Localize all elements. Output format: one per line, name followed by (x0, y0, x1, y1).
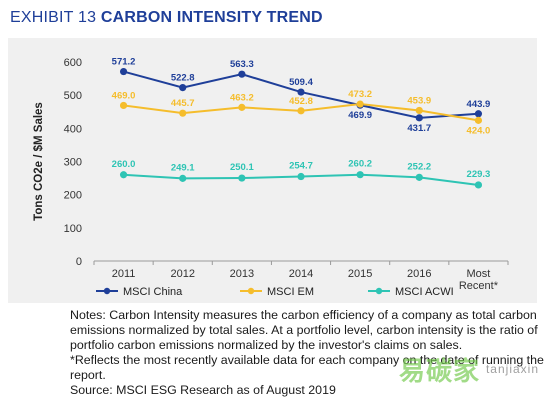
data-point (474, 181, 483, 189)
note-line: emissions normalized by total sales. At … (70, 323, 538, 337)
data-point (415, 114, 423, 122)
x-tick-label: 2015 (348, 268, 372, 280)
legend-marker (375, 287, 383, 295)
watermark-logo: 易碳家 tanjiaxin (334, 351, 539, 387)
legend-marker (103, 287, 111, 295)
data-label: 424.0 (467, 125, 491, 136)
data-label: 571.2 (112, 57, 136, 68)
y-tick-label: 0 (76, 256, 82, 268)
data-label: 522.8 (171, 73, 195, 84)
data-point (238, 70, 246, 78)
data-point (297, 88, 305, 96)
data-label: 249.1 (171, 162, 195, 173)
data-point (179, 84, 187, 92)
note-line: report. (70, 368, 106, 382)
note-line: Notes: Carbon Intensity measures the car… (70, 308, 537, 322)
y-tick-label: 500 (64, 90, 82, 102)
data-point (474, 116, 483, 124)
data-point (119, 101, 128, 110)
data-point (356, 171, 364, 179)
exhibit-title: EXHIBIT 13 CARBON INTENSITY TREND (10, 9, 323, 27)
data-label: 252.2 (407, 161, 431, 172)
note-line: portfolio carbon emissions normalized by… (70, 338, 463, 352)
data-point (238, 103, 246, 111)
watermark-subtext: tanjiaxin (485, 362, 539, 376)
data-label: 469.9 (348, 110, 372, 121)
data-label: 260.2 (348, 159, 372, 170)
x-tick-label: 2013 (230, 268, 254, 280)
data-label: 250.1 (230, 162, 254, 173)
chart-title: CARBON INTENSITY TREND (100, 9, 323, 26)
data-point (119, 67, 128, 76)
note-line: Source: MSCI ESG Research as of August 2… (70, 383, 336, 397)
data-point (474, 110, 483, 118)
legend-label: MSCI EM (267, 286, 314, 298)
data-label: 445.7 (171, 98, 195, 109)
note-line: *Reflects the most recently available da… (70, 353, 544, 367)
data-point (119, 171, 128, 179)
legend-label: MSCI China (123, 286, 183, 298)
data-label: 453.9 (407, 95, 431, 106)
data-label: 452.8 (289, 96, 313, 107)
x-tick-label: 2011 (112, 268, 136, 280)
data-label: 473.2 (348, 89, 372, 100)
data-point (297, 107, 305, 115)
data-label: 463.2 (230, 92, 254, 103)
x-tick-label: Most Recent* (459, 268, 499, 292)
y-tick-label: 300 (64, 157, 82, 169)
data-label: 469.0 (112, 90, 136, 101)
data-point (415, 173, 423, 181)
y-tick-label: 100 (64, 223, 82, 235)
exhibit-number: EXHIBIT 13 (10, 9, 97, 26)
watermark-text: 易碳家 (398, 355, 480, 386)
y-tick-label: 400 (64, 123, 82, 135)
x-tick-label: 2012 (170, 268, 194, 280)
data-point (238, 174, 246, 182)
legend-label: MSCI ACWI (395, 286, 454, 298)
data-label: 260.0 (112, 159, 136, 170)
line-chart: Tons CO2e / $M Sales 0 100 200 300 400 500 600 2… (33, 57, 509, 298)
chart-panel: Tons CO2e / $M Sales 0 100 200 300 400 500 600 2… (8, 38, 537, 303)
data-label: 431.7 (407, 123, 431, 134)
y-tick-label: 600 (64, 57, 82, 69)
data-label: 443.9 (467, 99, 491, 110)
x-tick-label: 2016 (407, 268, 431, 280)
data-point (415, 106, 423, 115)
data-label: 563.3 (230, 59, 254, 70)
data-point (179, 174, 187, 182)
y-axis-label: Tons CO2e / $M Sales (33, 102, 45, 221)
data-point (356, 100, 364, 108)
x-tick-label: 2014 (289, 268, 313, 280)
data-label: 509.4 (289, 77, 313, 88)
data-point (297, 172, 305, 181)
y-tick-label: 200 (64, 190, 82, 202)
data-label: 254.7 (289, 161, 313, 172)
data-label: 229.3 (467, 169, 491, 180)
data-point (179, 109, 187, 117)
chart-notes: Notes: Carbon Intensity measures the car… (70, 308, 544, 398)
legend-marker (247, 287, 255, 295)
